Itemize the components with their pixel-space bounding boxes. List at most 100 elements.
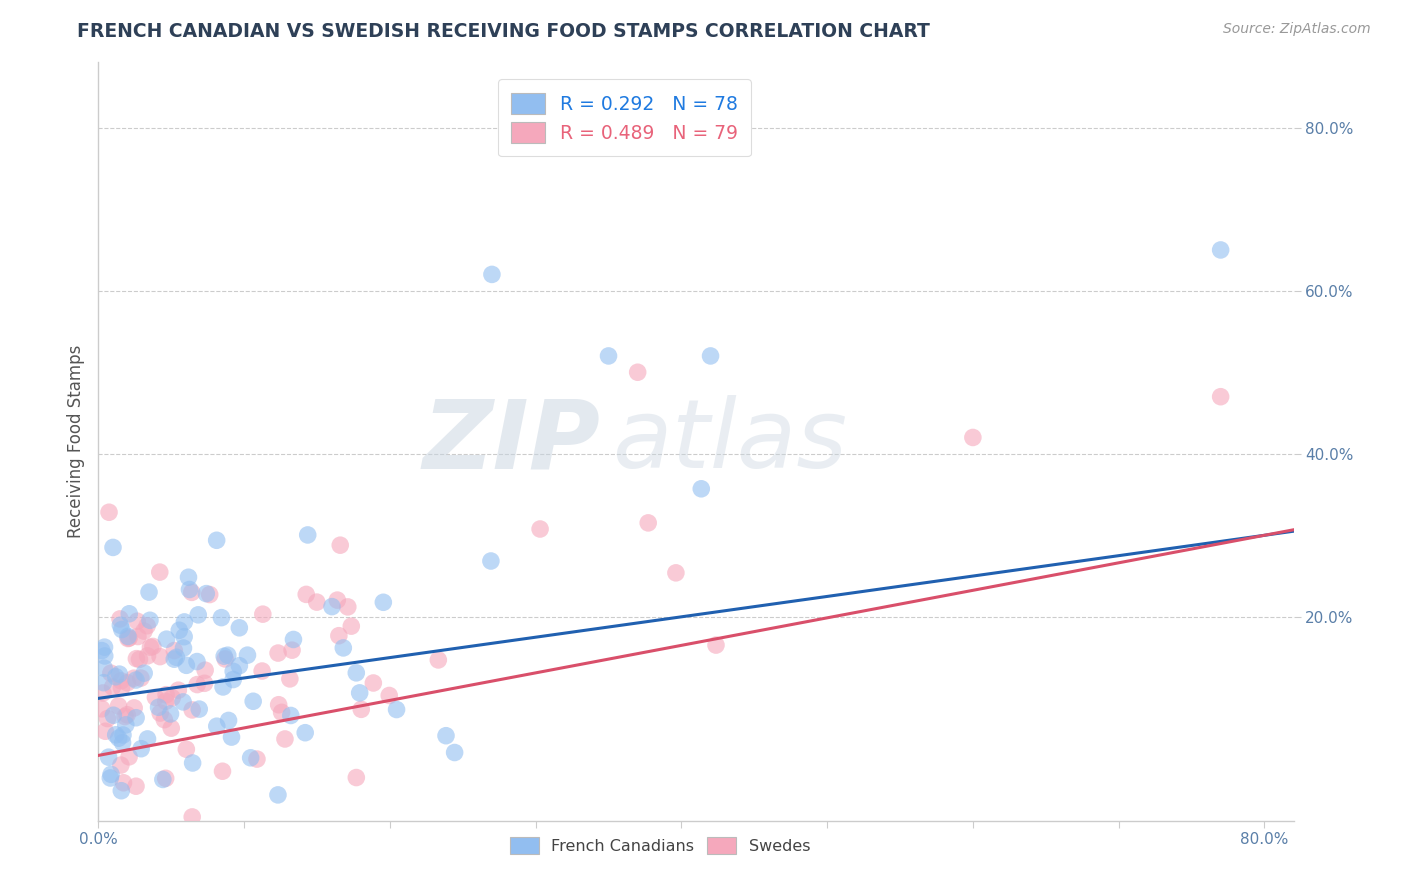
Point	[344, 771, 367, 785]
Point	[93, 675, 115, 690]
Point	[98, 505, 121, 519]
Point	[181, 756, 204, 770]
Point	[281, 643, 304, 657]
Point	[125, 673, 148, 687]
Point	[239, 751, 262, 765]
Point	[149, 649, 172, 664]
Point	[149, 565, 172, 579]
Point	[344, 665, 367, 680]
Point	[186, 677, 208, 691]
Point	[193, 676, 215, 690]
Point	[195, 586, 218, 600]
Point	[90, 643, 112, 657]
Point	[91, 686, 114, 700]
Point	[155, 632, 177, 647]
Point	[217, 648, 239, 663]
Point	[153, 713, 176, 727]
Point	[136, 731, 159, 746]
Point	[165, 650, 187, 665]
Point	[704, 638, 727, 652]
Point	[115, 707, 138, 722]
Point	[110, 681, 132, 695]
Point	[117, 629, 139, 643]
Point	[167, 683, 190, 698]
Point	[110, 783, 132, 797]
Point	[122, 701, 145, 715]
Point	[242, 694, 264, 708]
Point	[218, 714, 240, 728]
Point	[349, 686, 371, 700]
Point	[188, 702, 211, 716]
Point	[278, 672, 301, 686]
Point	[378, 689, 401, 703]
Point	[179, 582, 201, 597]
Point	[340, 619, 363, 633]
Point	[962, 430, 984, 444]
Point	[134, 666, 156, 681]
Point	[125, 779, 148, 793]
Point	[221, 730, 243, 744]
Point	[350, 702, 373, 716]
Point	[246, 752, 269, 766]
Point	[118, 631, 141, 645]
Point	[96, 712, 118, 726]
Point	[111, 728, 134, 742]
Point	[160, 721, 183, 735]
Point	[252, 607, 274, 622]
Point	[111, 623, 134, 637]
Point	[118, 749, 141, 764]
Point	[385, 702, 408, 716]
Point	[139, 640, 162, 655]
Point	[211, 764, 233, 779]
Point	[267, 788, 290, 802]
Point	[104, 670, 127, 684]
Point	[297, 528, 319, 542]
Point	[336, 599, 359, 614]
Point	[305, 595, 328, 609]
Point	[155, 694, 177, 708]
Point	[1209, 390, 1232, 404]
Point	[108, 667, 131, 681]
Point	[283, 632, 305, 647]
Point	[159, 706, 181, 721]
Point	[267, 698, 290, 712]
Point	[107, 698, 129, 713]
Point	[214, 652, 236, 666]
Point	[122, 671, 145, 685]
Point	[173, 630, 195, 644]
Point	[373, 595, 395, 609]
Point	[665, 566, 688, 580]
Point	[112, 776, 135, 790]
Point	[108, 612, 131, 626]
Point	[114, 709, 136, 723]
Point	[699, 349, 721, 363]
Point	[270, 706, 292, 720]
Point	[97, 750, 120, 764]
Point	[129, 741, 152, 756]
Point	[142, 640, 165, 654]
Point	[180, 585, 202, 599]
Point	[110, 618, 132, 632]
Text: FRENCH CANADIAN VS SWEDISH RECEIVING FOOD STAMPS CORRELATION CHART: FRENCH CANADIAN VS SWEDISH RECEIVING FOO…	[77, 22, 931, 41]
Point	[172, 641, 194, 656]
Point	[148, 700, 170, 714]
Point	[101, 541, 124, 555]
Point	[194, 663, 217, 677]
Point	[167, 624, 190, 638]
Point	[117, 632, 139, 646]
Point	[100, 666, 122, 681]
Point	[434, 729, 457, 743]
Point	[163, 652, 186, 666]
Point	[117, 675, 139, 690]
Text: atlas: atlas	[613, 395, 848, 488]
Y-axis label: Receiving Food Stamps: Receiving Food Stamps	[66, 345, 84, 538]
Point	[181, 810, 204, 824]
Point	[93, 648, 115, 663]
Point	[228, 621, 250, 635]
Point	[138, 585, 160, 599]
Point	[173, 615, 195, 629]
Point	[212, 649, 235, 664]
Point	[104, 728, 127, 742]
Point	[110, 673, 132, 688]
Point	[93, 640, 115, 654]
